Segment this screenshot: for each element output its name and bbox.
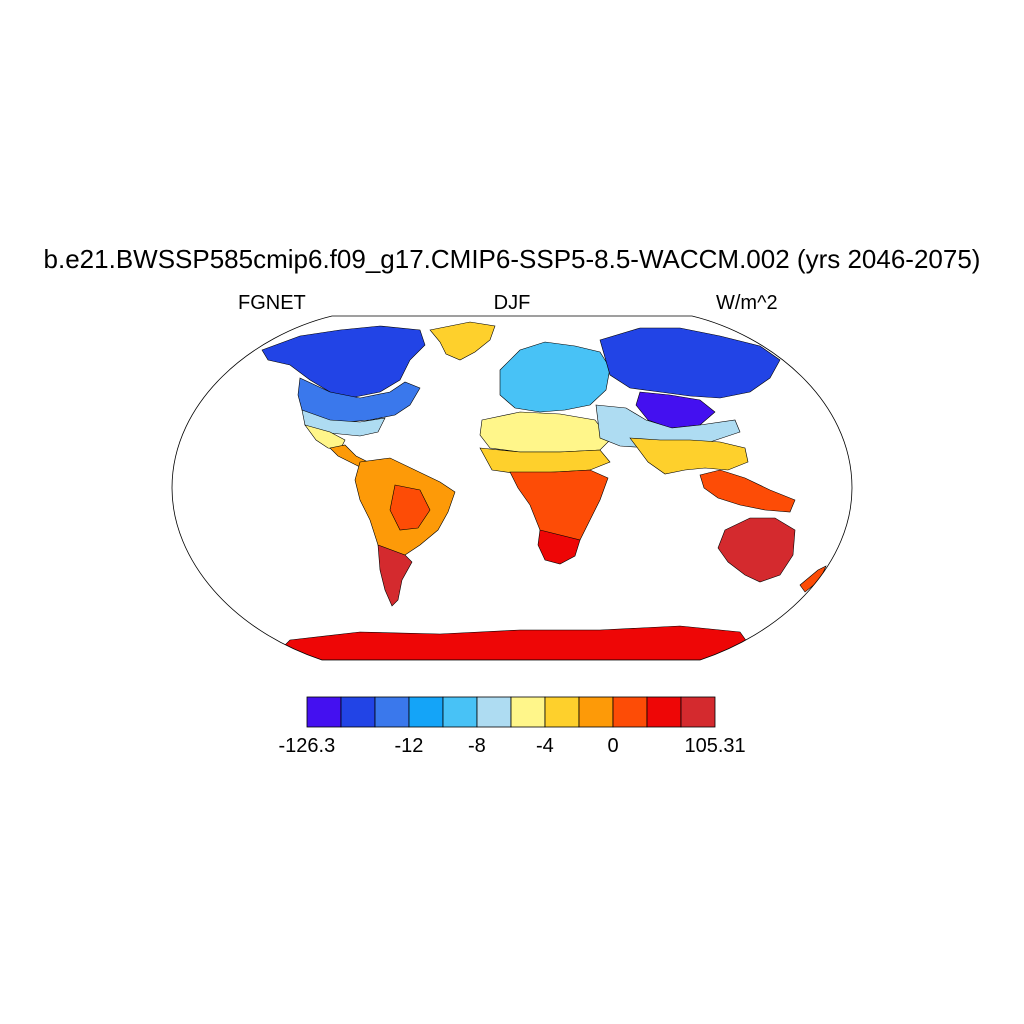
units-label: W/m^2 bbox=[716, 292, 778, 314]
land-australia bbox=[717, 517, 796, 583]
colorbar-swatch bbox=[578, 696, 614, 728]
land-siberia bbox=[599, 327, 781, 399]
colorbar-tick-label: -126.3 bbox=[278, 735, 336, 757]
map-boundary bbox=[171, 315, 853, 661]
colorbar-swatch bbox=[340, 696, 376, 728]
colorbar-tick-label: 105.31 bbox=[684, 735, 746, 757]
land-south-asia bbox=[629, 437, 749, 475]
colorbar-tick-label: -4 bbox=[536, 735, 554, 757]
land-north-africa bbox=[479, 411, 611, 453]
land-south-africa bbox=[537, 529, 581, 565]
land-south-america-south bbox=[377, 544, 413, 607]
land-antarctica bbox=[269, 625, 761, 660]
land-greenland bbox=[429, 321, 496, 361]
land-north-america-north bbox=[261, 325, 426, 399]
colorbar-tick-label: -12 bbox=[394, 735, 424, 757]
season-label: DJF bbox=[493, 292, 531, 314]
land-south-america-interior bbox=[389, 484, 431, 531]
plot-title: b.e21.BWSSP585cmip6.f09_g17.CMIP6-SSP5-8… bbox=[43, 244, 981, 274]
colorbar-swatch bbox=[374, 696, 410, 728]
variable-name: FGNET bbox=[238, 292, 306, 314]
land-fill-group bbox=[261, 321, 827, 660]
colorbar-swatch bbox=[442, 696, 478, 728]
colorbar-tick-label: -8 bbox=[468, 735, 486, 757]
colorbar bbox=[306, 696, 716, 728]
land-southeast-asia bbox=[699, 469, 796, 513]
colorbar-swatch bbox=[476, 696, 512, 728]
colorbar-swatch bbox=[510, 696, 546, 728]
land-new-zealand bbox=[799, 565, 827, 593]
colorbar-swatch bbox=[306, 696, 342, 728]
land-sahel bbox=[479, 447, 611, 475]
colorbar-swatch bbox=[646, 696, 682, 728]
colorbar-swatch bbox=[408, 696, 444, 728]
colorbar-swatch bbox=[612, 696, 648, 728]
colorbar-tick-label: 0 bbox=[607, 735, 619, 757]
land-europe bbox=[499, 341, 611, 413]
land-middle-east bbox=[595, 404, 741, 449]
colorbar-swatch bbox=[544, 696, 580, 728]
colorbar-swatch bbox=[680, 696, 716, 728]
